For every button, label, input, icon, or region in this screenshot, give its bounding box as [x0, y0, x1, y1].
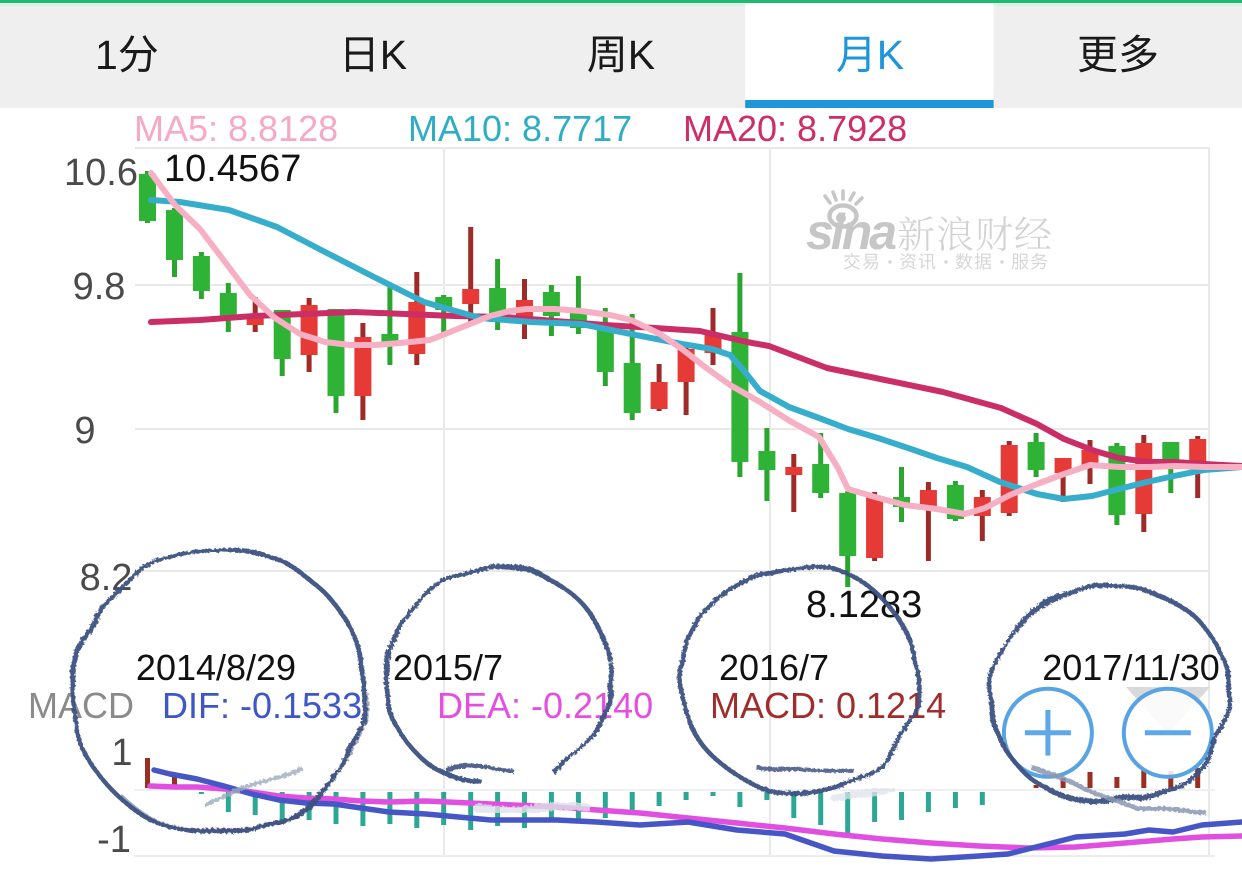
svg-text:MA20: 8.7928: MA20: 8.7928: [683, 108, 907, 149]
svg-text:MACD: 0.1214: MACD: 0.1214: [710, 685, 946, 726]
svg-text:9.8: 9.8: [73, 266, 126, 308]
svg-text:9: 9: [74, 410, 95, 452]
svg-text:DEA: -0.2140: DEA: -0.2140: [437, 685, 653, 726]
svg-text:K: K: [877, 32, 904, 78]
svg-text:MACD: MACD: [28, 685, 134, 726]
svg-text:8.2: 8.2: [80, 557, 133, 599]
svg-text:2014/8/29: 2014/8/29: [136, 647, 296, 688]
svg-text:1: 1: [111, 732, 132, 774]
svg-text:K: K: [380, 32, 407, 78]
svg-text:1: 1: [95, 32, 118, 78]
svg-text:MA10: 8.7717: MA10: 8.7717: [408, 108, 632, 149]
svg-text:10.6: 10.6: [64, 152, 138, 194]
svg-text:MA5: 8.8128: MA5: 8.8128: [134, 108, 338, 149]
svg-text:DIF: -0.1533: DIF: -0.1533: [162, 685, 362, 726]
svg-text:sina: sina: [806, 204, 896, 260]
svg-text:K: K: [628, 32, 655, 78]
svg-text:2017/11/30: 2017/11/30: [1042, 647, 1220, 688]
svg-text:10.4567: 10.4567: [164, 148, 301, 190]
svg-text:2015/7: 2015/7: [393, 647, 503, 688]
svg-text:8.1283: 8.1283: [806, 584, 922, 626]
svg-text:2016/7: 2016/7: [719, 647, 829, 688]
svg-text:-1: -1: [97, 819, 131, 861]
